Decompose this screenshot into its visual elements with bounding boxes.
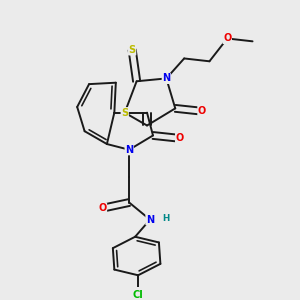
Text: H: H <box>163 214 170 223</box>
Text: N: N <box>125 145 133 155</box>
Text: N: N <box>162 74 170 83</box>
Text: O: O <box>223 34 231 44</box>
Text: S: S <box>121 108 128 118</box>
Text: S: S <box>129 45 136 55</box>
Text: O: O <box>198 106 206 116</box>
Text: O: O <box>98 203 106 213</box>
Text: Cl: Cl <box>133 290 143 300</box>
Text: N: N <box>146 214 154 225</box>
Text: O: O <box>176 133 184 143</box>
